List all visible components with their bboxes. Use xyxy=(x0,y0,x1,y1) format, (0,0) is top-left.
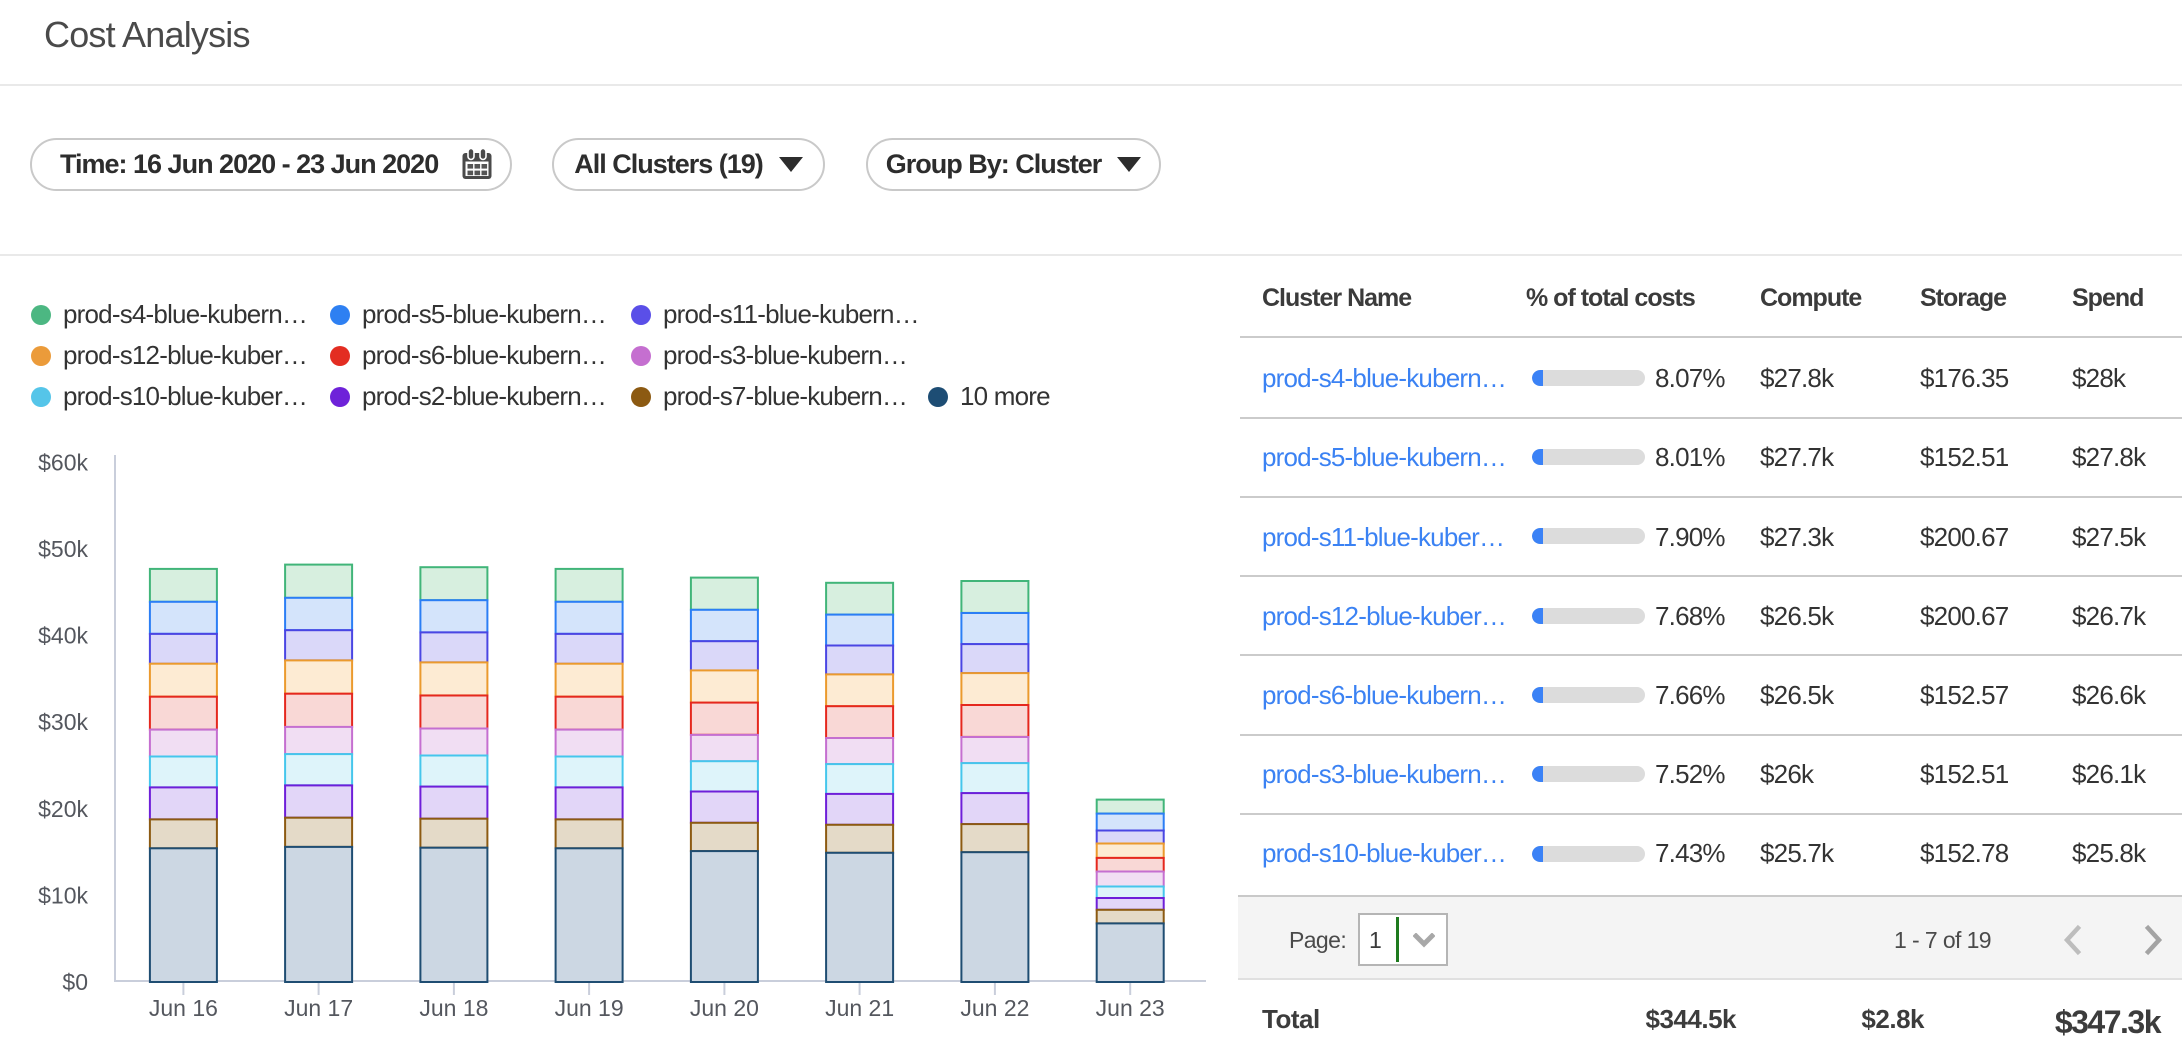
svg-text:$30k: $30k xyxy=(38,709,88,735)
svg-text:Jun 23: Jun 23 xyxy=(1096,995,1165,1021)
svg-text:Jun 20: Jun 20 xyxy=(690,995,759,1021)
svg-text:Jun 16: Jun 16 xyxy=(149,995,218,1021)
svg-text:$20k: $20k xyxy=(38,796,88,822)
svg-text:Jun 18: Jun 18 xyxy=(419,995,488,1021)
svg-text:Jun 17: Jun 17 xyxy=(284,995,353,1021)
svg-text:Jun 19: Jun 19 xyxy=(555,995,624,1021)
svg-text:Jun 21: Jun 21 xyxy=(825,995,894,1021)
svg-text:$0: $0 xyxy=(62,969,88,995)
svg-text:$60k: $60k xyxy=(38,449,88,475)
svg-text:$40k: $40k xyxy=(38,623,88,649)
svg-text:Jun 22: Jun 22 xyxy=(960,995,1029,1021)
svg-text:$50k: $50k xyxy=(38,536,88,562)
svg-text:$10k: $10k xyxy=(38,882,88,908)
